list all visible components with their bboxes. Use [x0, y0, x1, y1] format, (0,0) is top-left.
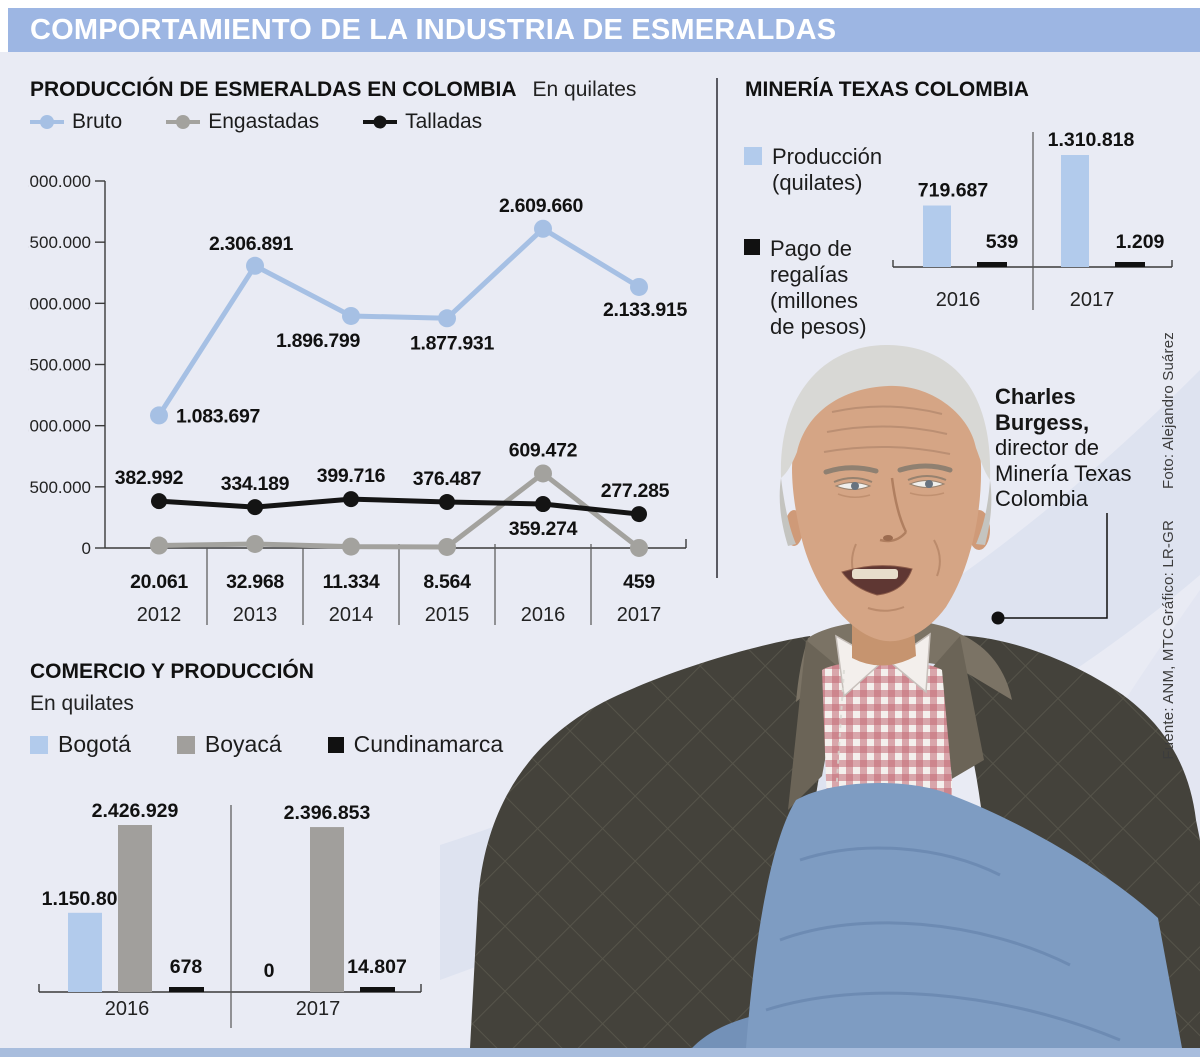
comercio-unit: En quilates [30, 692, 134, 715]
svg-text:2016: 2016 [521, 604, 566, 626]
produccion-title: PRODUCCIÓN DE ESMERALDAS EN COLOMBIA [30, 78, 517, 101]
engastadas-line-marker-icon [166, 115, 201, 129]
svg-text:2.396.853: 2.396.853 [284, 802, 371, 824]
legend-item-engastadas: Engastadas [166, 110, 319, 134]
caption-line: Colombia [995, 486, 1088, 511]
legend-item-cundinamarca: Cundinamarca [327, 731, 504, 758]
svg-text:334.189: 334.189 [221, 473, 290, 495]
produccion-swatch-icon [744, 147, 762, 165]
svg-text:2.609.660: 2.609.660 [499, 195, 584, 217]
regalias-swatch-icon [744, 239, 760, 255]
header-title: COMPORTAMIENTO DE LA INDUSTRIA DE ESMERA… [30, 14, 837, 46]
svg-text:1.896.799: 1.896.799 [276, 330, 361, 352]
produccion-section-title: PRODUCCIÓN DE ESMERALDAS EN COLOMBIA En q… [30, 78, 636, 102]
svg-text:20.061: 20.061 [130, 571, 188, 593]
comercio-bar-chart: 1.150.802 2.426.929 678 2016 0 2.396.853 14.80… [28, 795, 452, 1040]
boyaca-swatch-icon [176, 735, 195, 754]
graphic-credit: Gráfico: LR-GR [1160, 520, 1177, 627]
svg-text:719.687: 719.687 [918, 180, 989, 202]
legend-item-boyaca: Boyacá [176, 731, 282, 758]
svg-text:2.306.891: 2.306.891 [209, 233, 294, 255]
footer-strip [0, 1048, 1200, 1057]
svg-text:0: 0 [82, 539, 91, 558]
caption-line: Charles [995, 384, 1076, 409]
caption-callout-line [991, 513, 1108, 625]
svg-text:399.716: 399.716 [317, 465, 386, 487]
svg-text:8.564: 8.564 [423, 571, 471, 593]
svg-text:32.968: 32.968 [226, 571, 284, 593]
produccion-unit: En quilates [532, 78, 637, 101]
svg-text:2016: 2016 [936, 289, 981, 311]
mtc-legend-regalias: Pago de regalías (millones de pesos) [744, 236, 867, 340]
jeans-knee [692, 782, 1182, 1048]
charles-burgess-photo [440, 344, 1200, 1048]
produccion-legend: Bruto Engastadas Talladas [30, 110, 482, 134]
mtc-legend-produccion: Producción (quilates) [744, 144, 882, 196]
svg-text:382.992: 382.992 [115, 467, 184, 489]
svg-text:459: 459 [623, 571, 655, 593]
mtc-bar-chart: 719.687 539 2016 1.310.818 1.209 2017 [888, 118, 1184, 318]
svg-text:2.133.915: 2.133.915 [603, 299, 688, 321]
svg-text:2.000.000: 2.000.000 [28, 294, 91, 313]
legend-item-bogota: Bogotá [30, 731, 131, 758]
legend-label-bruto: Bruto [72, 110, 123, 133]
page-margin-left [0, 8, 8, 52]
legend-label-engastadas: Engastadas [208, 110, 320, 133]
bogota-swatch-icon [30, 735, 48, 754]
svg-text:1.877.931: 1.877.931 [410, 332, 495, 354]
svg-text:376.487: 376.487 [413, 468, 481, 490]
legend-label-cundinamarca: Cundinamarca [353, 731, 504, 757]
svg-text:3.000.000: 3.000.000 [28, 172, 91, 191]
svg-text:2017: 2017 [617, 604, 662, 626]
mtc-legend-produccion-label: Producción (quilates) [772, 144, 883, 195]
mtc-title: MINERÍA TEXAS COLOMBIA [745, 78, 1029, 101]
legend-label-bogota: Bogotá [58, 731, 131, 757]
source-credit: Fuente: ANM, MTC [1160, 628, 1177, 760]
comercio-legend: Bogotá Boyacá Cundinamarca [30, 731, 503, 758]
svg-text:2017: 2017 [1070, 289, 1115, 311]
svg-text:2013: 2013 [233, 604, 278, 626]
produccion-line-chart: 0 500.000 1.000.000 1.500.000 2.000.000 2.500… [28, 165, 698, 635]
svg-text:500.000: 500.000 [30, 478, 91, 497]
svg-text:2.426.929: 2.426.929 [92, 800, 179, 822]
svg-text:277.285: 277.285 [601, 480, 670, 502]
svg-text:2012: 2012 [137, 604, 182, 626]
header-bar: COMPORTAMIENTO DE LA INDUSTRIA DE ESMERA… [8, 8, 1200, 52]
caption-line: director de [995, 435, 1099, 460]
legend-label-boyaca: Boyacá [204, 731, 282, 757]
svg-text:1.083.697: 1.083.697 [176, 405, 260, 427]
svg-text:609.472: 609.472 [509, 439, 578, 461]
svg-text:1.000.000: 1.000.000 [28, 417, 91, 436]
caption-line: Burgess, [995, 409, 1090, 435]
photo-credit: Foto: Alejandro Suárez [1160, 332, 1177, 489]
talladas-line-marker-icon [363, 115, 398, 129]
legend-item-bruto: Bruto [30, 110, 122, 134]
mtc-legend-regalias-label: Pago de regalías (millones de pesos) [770, 236, 867, 339]
svg-text:11.334: 11.334 [323, 571, 380, 593]
svg-text:1.150.802: 1.150.802 [42, 888, 129, 910]
svg-text:2016: 2016 [105, 998, 150, 1020]
svg-text:359.274: 359.274 [509, 518, 578, 540]
legend-label-talladas: Talladas [405, 110, 483, 133]
svg-text:0: 0 [264, 960, 275, 982]
caption-line: Minería Texas [995, 460, 1132, 486]
svg-text:539: 539 [986, 231, 1019, 253]
svg-text:678: 678 [170, 956, 203, 978]
svg-text:14.807: 14.807 [347, 956, 407, 978]
svg-text:1.310.818: 1.310.818 [1048, 129, 1135, 151]
svg-text:2015: 2015 [425, 604, 470, 626]
gray-hair [779, 344, 992, 546]
svg-text:1.500.000: 1.500.000 [28, 356, 91, 375]
bruto-line-marker-icon [30, 115, 64, 129]
svg-text:2014: 2014 [329, 604, 374, 626]
legend-item-talladas: Talladas [363, 110, 482, 134]
svg-text:2017: 2017 [296, 998, 341, 1020]
cundinamarca-swatch-icon [327, 736, 344, 753]
photo-caption: Charles Burgess, director de Minería Tex… [995, 384, 1165, 512]
section-divider [716, 78, 718, 578]
page-margin-top [0, 0, 1200, 8]
svg-text:1.209: 1.209 [1116, 231, 1165, 253]
comercio-title: COMERCIO Y PRODUCCIÓN [30, 660, 314, 683]
svg-text:2.500.000: 2.500.000 [28, 233, 91, 252]
